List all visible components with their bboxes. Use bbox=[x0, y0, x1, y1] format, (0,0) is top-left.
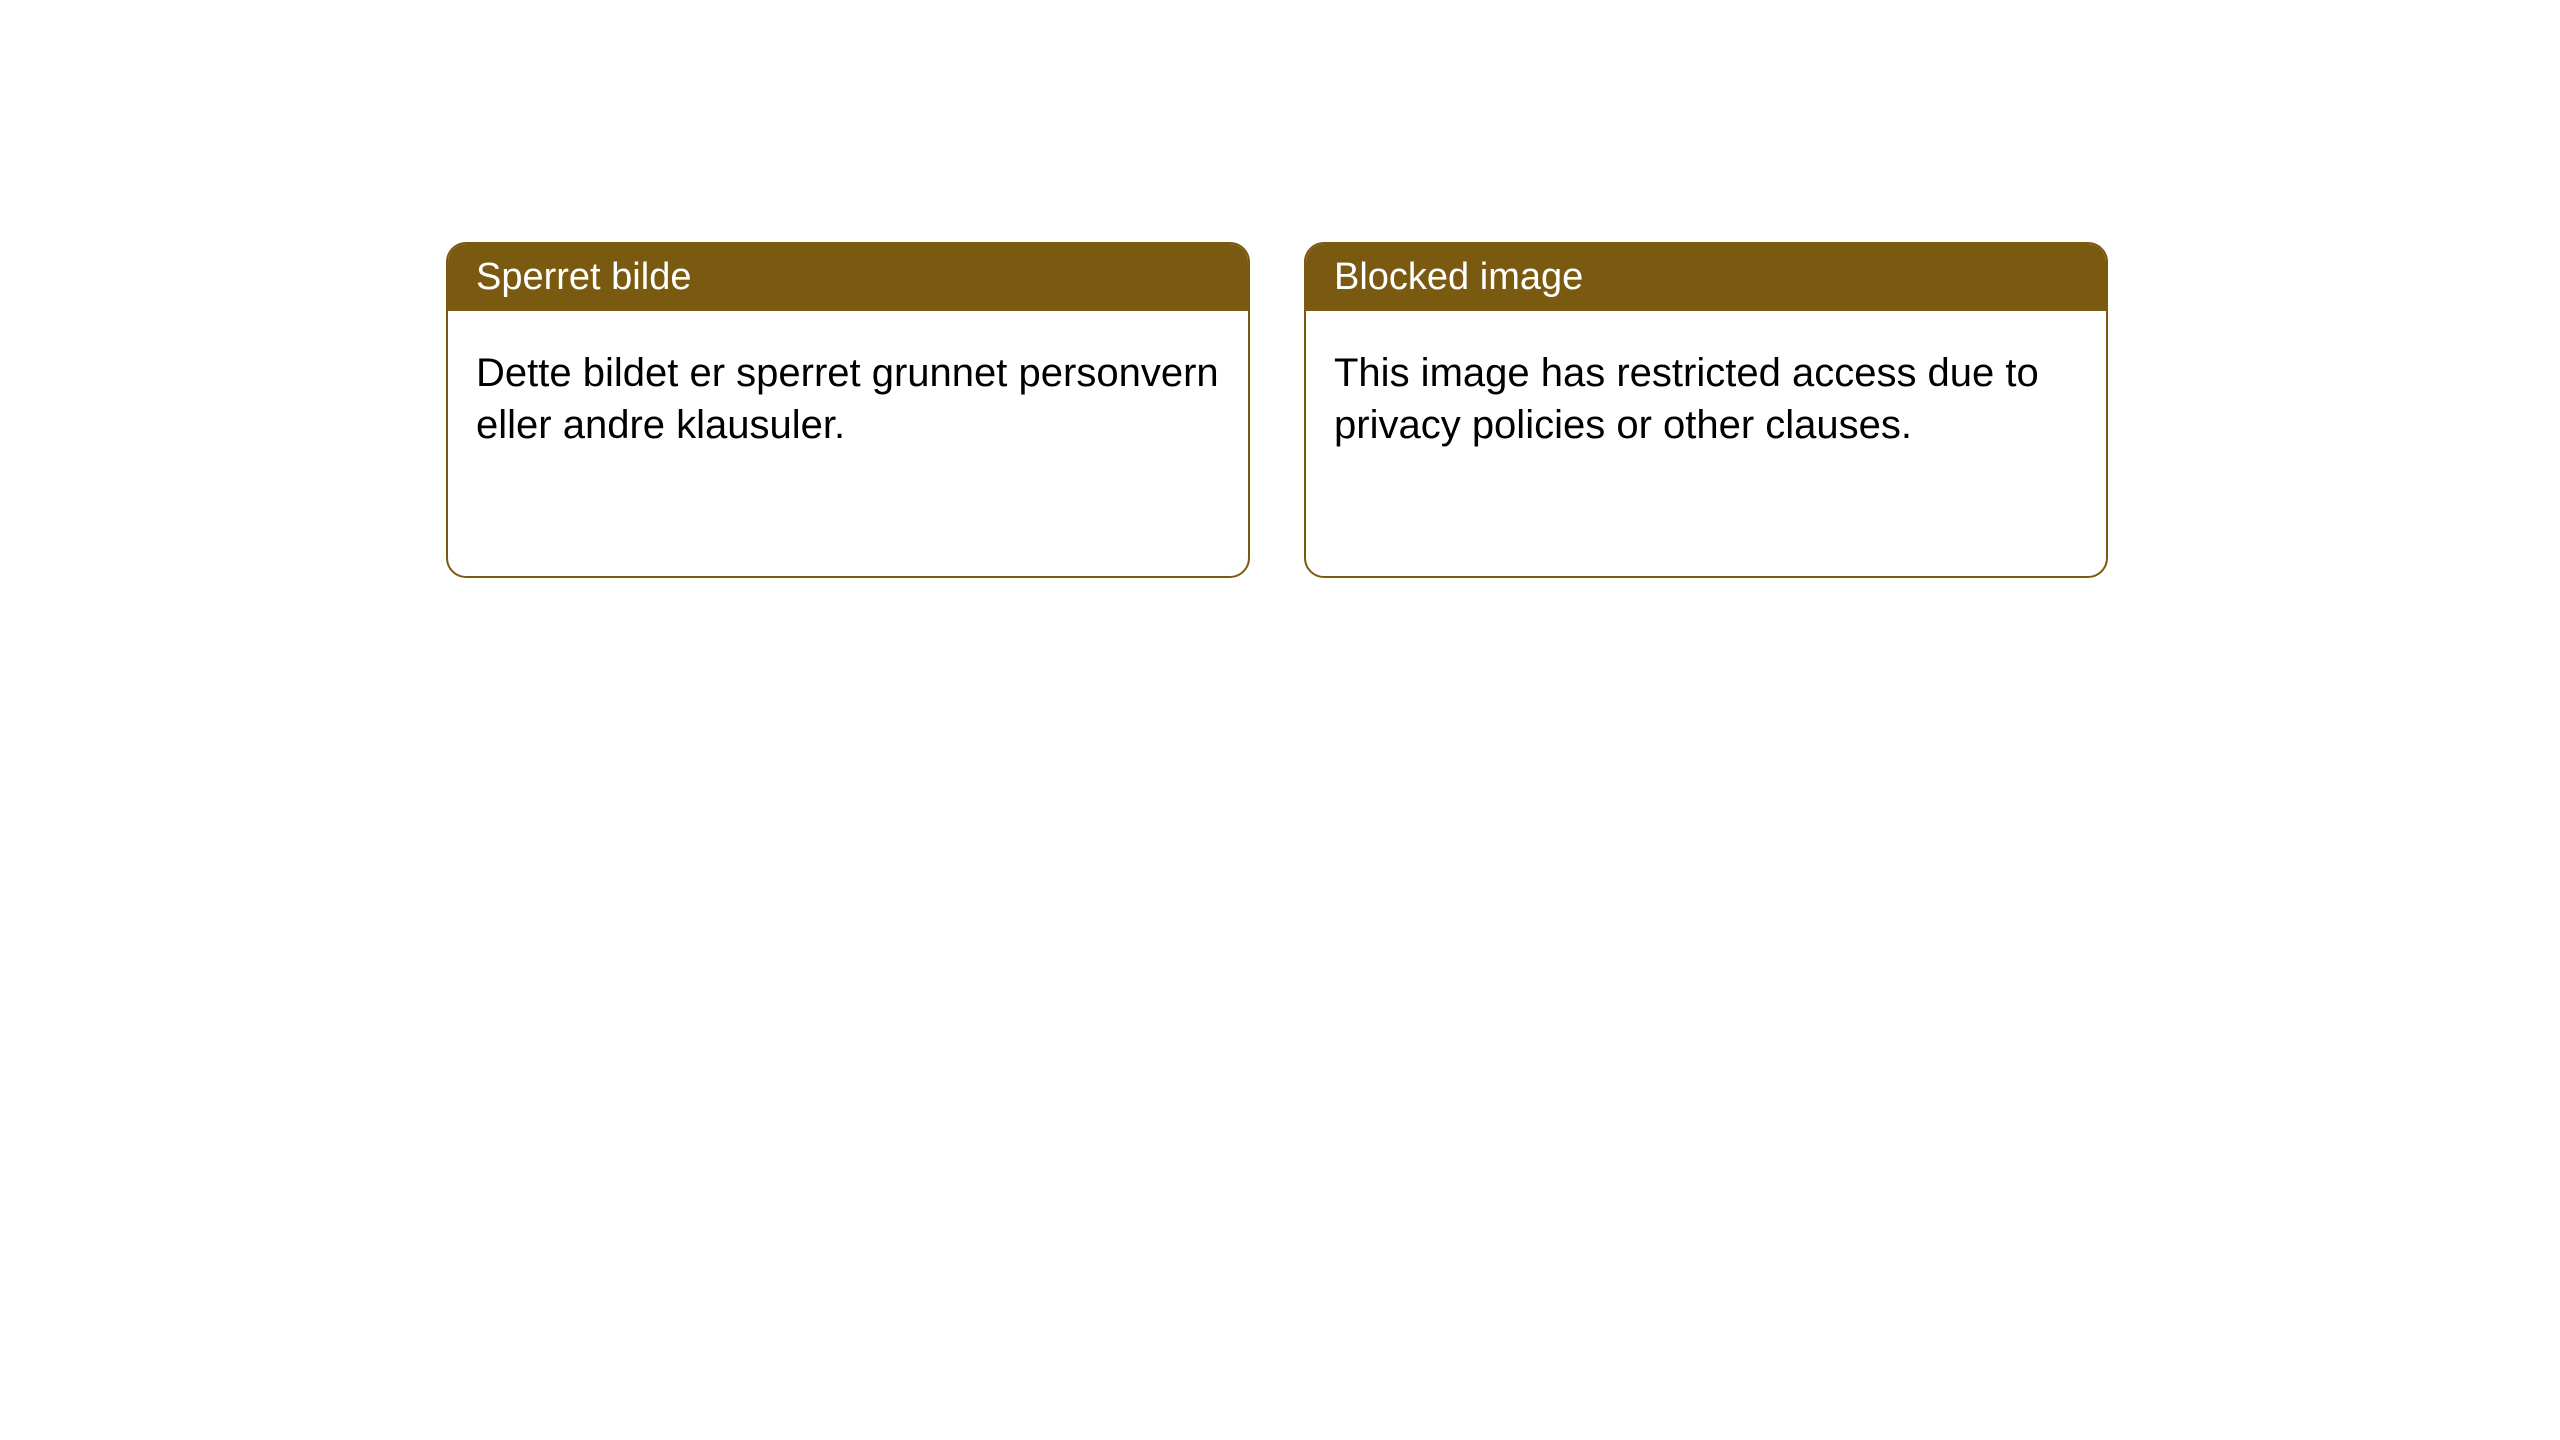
card-header: Sperret bilde bbox=[448, 244, 1248, 311]
notice-container: Sperret bilde Dette bildet er sperret gr… bbox=[0, 0, 2560, 578]
blocked-image-card-no: Sperret bilde Dette bildet er sperret gr… bbox=[446, 242, 1250, 578]
card-message: This image has restricted access due to … bbox=[1334, 351, 2039, 447]
card-header: Blocked image bbox=[1306, 244, 2106, 311]
card-message: Dette bildet er sperret grunnet personve… bbox=[476, 351, 1219, 447]
card-body: This image has restricted access due to … bbox=[1306, 311, 2106, 487]
card-title: Sperret bilde bbox=[476, 256, 691, 298]
card-title: Blocked image bbox=[1334, 256, 1583, 298]
blocked-image-card-en: Blocked image This image has restricted … bbox=[1304, 242, 2108, 578]
card-body: Dette bildet er sperret grunnet personve… bbox=[448, 311, 1248, 487]
